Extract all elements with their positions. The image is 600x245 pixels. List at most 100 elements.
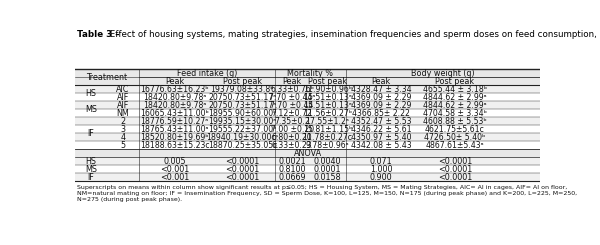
Text: 4844.62 ± 2.99ᵃ: 4844.62 ± 2.99ᵃ bbox=[423, 101, 487, 110]
Text: 7.70 ±0.44ᵃ: 7.70 ±0.44ᵃ bbox=[269, 93, 316, 102]
Text: MS: MS bbox=[85, 165, 97, 174]
Text: 6.33±0.23: 6.33±0.23 bbox=[272, 141, 313, 150]
Text: 15.51±0.13ᵃ: 15.51±0.13ᵃ bbox=[303, 93, 352, 102]
Text: 16776.63±16.23ᵇ: 16776.63±16.23ᵇ bbox=[140, 85, 209, 94]
Text: 5: 5 bbox=[121, 141, 125, 150]
Text: Post peak: Post peak bbox=[436, 77, 475, 86]
Text: <0.0001: <0.0001 bbox=[225, 165, 260, 174]
Text: Peak: Peak bbox=[165, 77, 184, 86]
Text: IF: IF bbox=[88, 173, 94, 182]
Text: 7.70 ±0.44: 7.70 ±0.44 bbox=[271, 101, 314, 110]
Text: 11.90±0.96ᵇ: 11.90±0.96ᵇ bbox=[303, 85, 352, 94]
Text: Effect of housing systems, mating strategies, insemination frequencies and sperm: Effect of housing systems, mating strate… bbox=[107, 30, 600, 39]
Text: Treatment: Treatment bbox=[86, 73, 128, 82]
Text: 3: 3 bbox=[121, 125, 125, 134]
Text: 15.51±0.13ᵃ: 15.51±0.13ᵃ bbox=[303, 101, 352, 110]
Text: 4346.22 ± 5.61: 4346.22 ± 5.61 bbox=[350, 125, 411, 134]
Text: 20750.73±51.17ᵃ: 20750.73±51.17ᵃ bbox=[208, 101, 277, 110]
Bar bbox=[75, 69, 540, 77]
Text: 19555.22±37.00ᵇ: 19555.22±37.00ᵇ bbox=[208, 125, 277, 134]
Text: 4369.09 ± 2.29: 4369.09 ± 2.29 bbox=[351, 93, 411, 102]
Bar bbox=[75, 77, 540, 85]
Text: 19935.15±30.00ᵃ: 19935.15±30.00ᵃ bbox=[208, 117, 277, 126]
Text: Post peak: Post peak bbox=[308, 77, 347, 86]
Text: <0.001: <0.001 bbox=[160, 165, 189, 174]
Text: AIF: AIF bbox=[117, 101, 129, 110]
Text: 18955.90±60.00ᵇ: 18955.90±60.00ᵇ bbox=[208, 109, 277, 118]
Text: 4: 4 bbox=[121, 133, 125, 142]
Bar bbox=[75, 109, 540, 117]
Text: 0.0021: 0.0021 bbox=[278, 157, 306, 166]
Text: 0.071: 0.071 bbox=[370, 157, 392, 166]
Bar bbox=[75, 117, 540, 125]
Text: 9.78±0.96ᵃ: 9.78±0.96ᵃ bbox=[305, 141, 349, 150]
Text: 11.56±0.27ᵇ: 11.56±0.27ᵇ bbox=[303, 109, 352, 118]
Bar bbox=[75, 133, 540, 141]
Bar bbox=[75, 149, 540, 157]
Text: 4342.08 ± 5.43: 4342.08 ± 5.43 bbox=[350, 141, 411, 150]
Text: 0.005: 0.005 bbox=[163, 157, 186, 166]
Text: 0.8100: 0.8100 bbox=[278, 165, 306, 174]
Text: 18420.80±9.78ᵃ: 18420.80±9.78ᵃ bbox=[143, 93, 206, 102]
Text: 4352.47 ± 5.53: 4352.47 ± 5.53 bbox=[351, 117, 411, 126]
Text: 15.81±1.15ᵇ: 15.81±1.15ᵇ bbox=[303, 125, 352, 134]
Text: 0.900: 0.900 bbox=[370, 173, 392, 182]
Text: 4350.97 ± 5.40: 4350.97 ± 5.40 bbox=[351, 133, 411, 142]
Text: 18520.80±19.69ᵇ: 18520.80±19.69ᵇ bbox=[140, 133, 209, 142]
Text: HS: HS bbox=[85, 89, 97, 98]
Text: 0.0001: 0.0001 bbox=[314, 165, 341, 174]
Text: AIF: AIF bbox=[117, 93, 129, 102]
Text: 17.55±1.2ᵃ: 17.55±1.2ᵃ bbox=[305, 117, 349, 126]
Text: 4369.09 ± 2.29: 4369.09 ± 2.29 bbox=[351, 101, 411, 110]
Text: Mortality %: Mortality % bbox=[287, 69, 333, 78]
Text: <0.0001: <0.0001 bbox=[225, 157, 260, 166]
Text: 6.80±0.20: 6.80±0.20 bbox=[272, 133, 313, 142]
Text: 11.78±0.27ᴄ: 11.78±0.27ᴄ bbox=[302, 133, 352, 142]
Text: 4328.47 ± 3.34: 4328.47 ± 3.34 bbox=[350, 85, 411, 94]
Text: Body weight (g): Body weight (g) bbox=[411, 69, 475, 78]
Text: <0.001: <0.001 bbox=[160, 173, 189, 182]
Bar bbox=[75, 157, 540, 165]
Text: 18870.25±35.05ᴄ: 18870.25±35.05ᴄ bbox=[208, 141, 277, 150]
Text: <0.0001: <0.0001 bbox=[438, 173, 472, 182]
Text: 0.0669: 0.0669 bbox=[278, 173, 306, 182]
Text: 4726.50± 5.40ᵇ: 4726.50± 5.40ᵇ bbox=[424, 133, 485, 142]
Text: HS: HS bbox=[85, 157, 97, 166]
Text: NM: NM bbox=[116, 109, 129, 118]
Text: AIC: AIC bbox=[116, 85, 130, 94]
Text: 18765.43±11.00ᵃ: 18765.43±11.00ᵃ bbox=[140, 125, 209, 134]
Text: 19379.08±33.8ᵇ: 19379.08±33.8ᵇ bbox=[211, 85, 274, 94]
Text: 20750.73±51.17ᵃ: 20750.73±51.17ᵃ bbox=[208, 93, 277, 102]
Text: 16065.43±11.00ᵇ: 16065.43±11.00ᵇ bbox=[140, 109, 209, 118]
Text: <0.0001: <0.0001 bbox=[225, 173, 260, 182]
Text: MS: MS bbox=[85, 105, 97, 114]
Bar bbox=[75, 125, 540, 133]
Bar bbox=[75, 101, 540, 109]
Text: 2: 2 bbox=[121, 117, 125, 126]
Text: 7.12±0.72: 7.12±0.72 bbox=[272, 109, 313, 118]
Text: 18188.63±15.23ᴄ: 18188.63±15.23ᴄ bbox=[140, 141, 209, 150]
Text: 6.33±0.76ᵇ: 6.33±0.76ᵇ bbox=[270, 85, 314, 94]
Text: 1.000: 1.000 bbox=[370, 165, 392, 174]
Text: 18420.80±9.78ᵃ: 18420.80±9.78ᵃ bbox=[143, 101, 206, 110]
Text: 4366.85± 2.22: 4366.85± 2.22 bbox=[352, 109, 410, 118]
Text: 7.35±0.2: 7.35±0.2 bbox=[274, 117, 310, 126]
Bar bbox=[75, 93, 540, 101]
Text: Peak: Peak bbox=[371, 77, 391, 86]
Text: ANOVA: ANOVA bbox=[293, 149, 322, 158]
Bar bbox=[75, 141, 540, 149]
Text: 4655.44 ± 3.18ᵇ: 4655.44 ± 3.18ᵇ bbox=[423, 85, 487, 94]
Text: IF: IF bbox=[88, 129, 94, 138]
Text: 4844.62 ± 2.99ᵃ: 4844.62 ± 2.99ᵃ bbox=[423, 93, 487, 102]
Text: 0.0158: 0.0158 bbox=[314, 173, 341, 182]
Text: 0.0040: 0.0040 bbox=[314, 157, 341, 166]
Text: 4704.58 ± 3.34ᵇ: 4704.58 ± 3.34ᵇ bbox=[423, 109, 487, 118]
Text: 4608.88 ± 5.53ᵇ: 4608.88 ± 5.53ᵇ bbox=[423, 117, 487, 126]
Text: <0.0001: <0.0001 bbox=[438, 157, 472, 166]
Text: 18940.19±30.00ᴄˢ: 18940.19±30.00ᴄˢ bbox=[206, 133, 278, 142]
Text: Feed intake (g): Feed intake (g) bbox=[177, 69, 237, 78]
Text: 7.00 ±0.20: 7.00 ±0.20 bbox=[271, 125, 314, 134]
Text: 4867.61±5.43ᵃ: 4867.61±5.43ᵃ bbox=[425, 141, 484, 150]
Text: <0.0001: <0.0001 bbox=[438, 165, 472, 174]
Bar bbox=[75, 165, 540, 173]
